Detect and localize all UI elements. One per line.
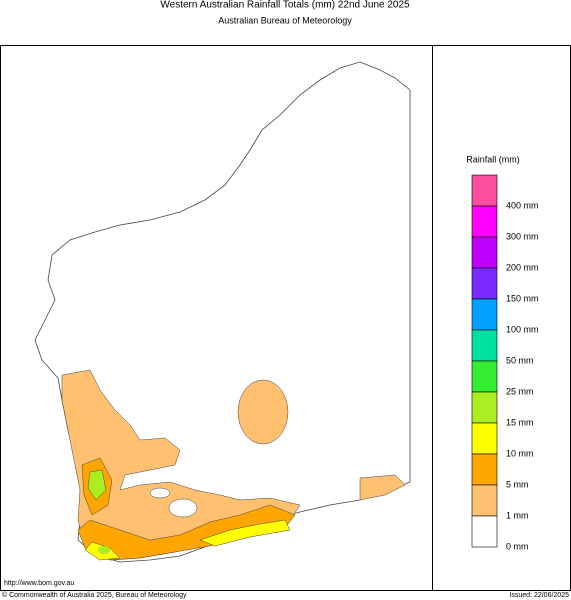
legend-swatch — [471, 267, 498, 300]
subtitle: Australian Bureau of Meteorology — [218, 15, 352, 25]
legend-swatch — [471, 174, 498, 207]
map — [34, 61, 411, 563]
issued: Issued: 22/06/2025 — [509, 592, 569, 599]
legend-label: 300 mm — [506, 231, 539, 241]
legend-swatch — [471, 422, 498, 455]
legend-label: 150 mm — [506, 293, 539, 303]
legend-swatch — [471, 236, 498, 269]
copyright: © Commonwealth of Australia 2025, Bureau… — [2, 591, 187, 599]
legend-swatch — [471, 453, 498, 486]
legend: 400 mm 300 mm 200 mm 150 mm 100 mm 50 mm 25 mm… — [471, 174, 539, 551]
legend-label: 100 mm — [506, 324, 539, 334]
legend-label: 1 mm — [506, 510, 529, 520]
title: Western Australian Rainfall Totals (mm) … — [160, 0, 410, 11]
url: http://www.bom.gov.au — [4, 580, 74, 587]
legend-swatch — [471, 515, 498, 548]
legend-label: 10 mm — [506, 448, 534, 458]
no-rain — [149, 487, 171, 499]
rain-1mm — [237, 379, 289, 445]
legend-title: Rainfall (mm) — [466, 154, 520, 164]
legend-label: 400 mm — [506, 200, 539, 210]
legend-swatch — [471, 360, 498, 393]
legend-label: 0 mm — [506, 541, 529, 551]
legend-label: 15 mm — [506, 417, 534, 427]
no-rain — [168, 498, 198, 518]
legend-label: 50 mm — [506, 355, 534, 365]
legend-swatch — [471, 298, 498, 331]
rain-15mm — [98, 546, 110, 554]
legend-swatch — [471, 391, 498, 424]
legend-swatch — [471, 484, 498, 517]
legend-label: 5 mm — [506, 479, 529, 489]
legend-swatch — [471, 205, 498, 238]
legend-swatch — [471, 329, 498, 362]
rain-1mm — [359, 474, 406, 501]
rain-10mm — [199, 519, 291, 547]
legend-label: 25 mm — [506, 386, 534, 396]
rain-15mm — [87, 469, 107, 501]
legend-label: 200 mm — [506, 262, 539, 272]
